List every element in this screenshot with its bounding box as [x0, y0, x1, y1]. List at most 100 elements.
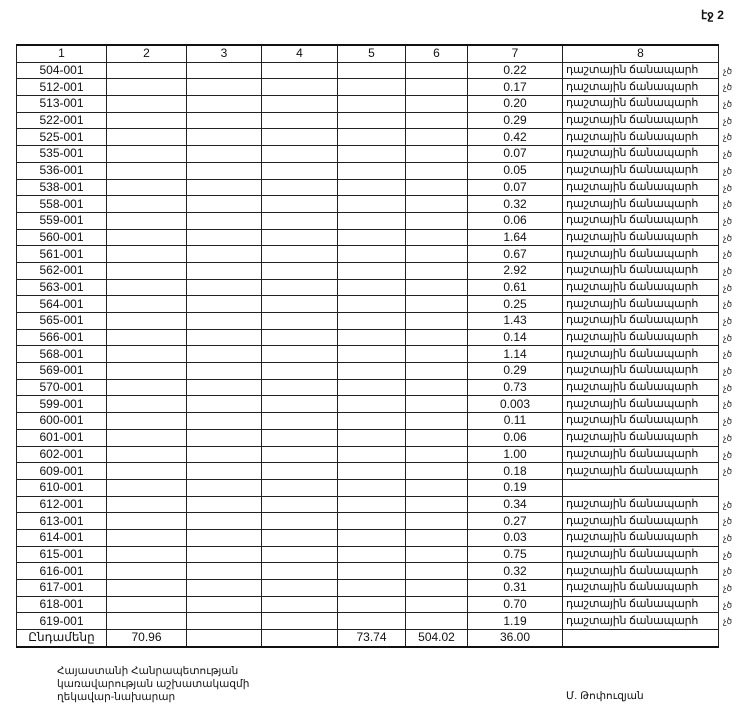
side-mark: չծ [723, 332, 732, 343]
empty-cell [261, 328, 338, 347]
table-row: 609-001 0.18 դաշտային ճանապարհ չծ [16, 462, 732, 480]
empty-cell [405, 278, 468, 297]
land-type-text: դաշտային ճանապարհ [566, 247, 699, 260]
empty-cell [106, 261, 187, 280]
side-mark: չծ [723, 366, 732, 377]
table-row: 569-001 0.29 դաշտային ճանապարհ չծ [16, 362, 732, 380]
empty-cell [106, 378, 187, 397]
empty-cell [106, 161, 187, 180]
empty-cell [261, 61, 338, 80]
empty-cell [186, 211, 262, 230]
land-type-text: դաշտային ճանապարհ [566, 297, 699, 310]
land-type: դաշտային ճանապարհ չծ [562, 261, 732, 280]
land-type-text: դաշտային ճանապարհ [566, 431, 699, 444]
table-row: 560-001 1.64 դաշտային ճանապարհ չծ [16, 228, 732, 247]
side-mark: չծ [723, 583, 732, 593]
empty-cell [106, 128, 187, 147]
side-mark: չծ [723, 549, 732, 560]
parcel-code: 613-001 [16, 512, 107, 530]
empty-cell [261, 412, 338, 430]
empty-cell [186, 295, 262, 313]
parcel-code: 562-001 [16, 261, 107, 280]
empty-cell [186, 195, 262, 213]
land-type: դաշտային ճանապարհ չծ [562, 495, 732, 514]
empty-cell [337, 261, 406, 280]
land-type-text: դաշտային ճանապարհ [566, 80, 699, 93]
empty-cell [405, 395, 468, 414]
empty-cell [261, 278, 338, 297]
column-header: 4 [261, 43, 338, 63]
empty-cell [186, 579, 262, 597]
table-row: 610-001 0.19 [16, 478, 719, 497]
side-mark: չծ [723, 399, 732, 410]
empty-cell [405, 228, 468, 247]
area-value: 0.07 [467, 145, 563, 163]
empty-cell [337, 312, 406, 330]
empty-cell [261, 345, 338, 364]
signature-title: Հայաստանի Հանրապետության կառավարության ա… [57, 665, 249, 704]
total-c6: 504.02 [405, 629, 468, 648]
land-type: դաշտային ճանապարհ չծ [562, 78, 732, 97]
title-line: Հայաստանի Հանրապետության [57, 665, 239, 677]
area-value: 0.06 [467, 211, 563, 230]
parcel-code: 619-001 [16, 612, 107, 631]
empty-cell [405, 178, 468, 197]
column-header: 8 [562, 43, 719, 63]
area-value: 0.20 [467, 95, 563, 113]
table-row: 504-001 0.22 դաշտային ճանապարհ չծ [16, 61, 732, 80]
table-row: 512-001 0.17 դաշտային ճանապարհ չծ [16, 78, 732, 97]
empty-cell [186, 128, 262, 147]
side-mark: չծ [723, 416, 732, 427]
area-value: 0.31 [467, 579, 563, 597]
land-type: դաշտային ճանապարհ չծ [562, 195, 732, 213]
side-mark: չծ [723, 82, 732, 93]
empty-cell [261, 245, 338, 263]
empty-cell [261, 478, 338, 497]
parcel-code: 599-001 [16, 395, 107, 414]
empty-cell [337, 145, 406, 163]
empty-cell [186, 61, 262, 80]
signatory-name: Մ. Թոփուզյան [566, 690, 644, 702]
side-mark: չծ [723, 215, 732, 226]
empty-cell [106, 111, 187, 130]
area-value: 0.67 [467, 245, 563, 263]
empty-cell [337, 612, 406, 631]
empty-cell [337, 462, 406, 480]
land-type: դաշտային ճանապարհ չծ [562, 178, 732, 197]
area-value: 1.14 [467, 345, 563, 364]
empty-cell [106, 512, 187, 530]
empty-cell [106, 195, 187, 213]
empty-cell [261, 512, 338, 530]
land-type: դաշտային ճանապարհ չծ [562, 211, 732, 230]
area-value: 1.64 [467, 228, 563, 247]
empty-cell [261, 595, 338, 614]
empty-cell [261, 579, 338, 597]
table-row: 565-001 1.43 դաշտային ճանապարհ չծ [16, 312, 732, 330]
empty-cell [186, 445, 262, 464]
parcel-code: 513-001 [16, 95, 107, 113]
table-row: 613-001 0.27 դաշտային ճանապարհ չծ [16, 512, 732, 530]
empty-cell [106, 95, 187, 113]
empty-cell [106, 145, 187, 163]
table-row: 563-001 0.61 դաշտային ճանապարհ չծ [16, 278, 732, 297]
empty-cell [337, 128, 406, 147]
land-type: դաշտային ճանապարհ չծ [562, 579, 732, 597]
empty-cell [261, 445, 338, 464]
land-type-text: դաշտային ճանապարհ [566, 531, 699, 544]
land-type: դաշտային ճանապարհ չծ [562, 312, 732, 330]
empty-cell [337, 579, 406, 597]
land-type: դաշտային ճանապարհ չծ [562, 161, 732, 180]
area-value: 0.29 [467, 362, 563, 380]
land-type-text: դաշտային ճանապարհ [566, 264, 699, 277]
side-mark: չծ [723, 432, 732, 443]
land-type: դաշտային ճանապարհ չծ [562, 528, 732, 547]
parcel-code: 504-001 [16, 61, 107, 80]
empty-cell [261, 78, 338, 97]
column-header: 7 [467, 43, 563, 63]
empty-cell [337, 161, 406, 180]
parcel-code: 617-001 [16, 579, 107, 597]
land-type-text: դաշտային ճանապարհ [566, 97, 699, 110]
empty-cell [106, 412, 187, 430]
empty-cell [405, 378, 468, 397]
parcel-code: 600-001 [16, 412, 107, 430]
